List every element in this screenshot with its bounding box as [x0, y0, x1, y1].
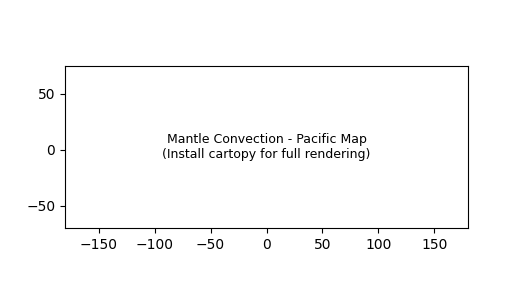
Text: Mantle Convection - Pacific Map
(Install cartopy for full rendering): Mantle Convection - Pacific Map (Install… — [162, 133, 371, 161]
